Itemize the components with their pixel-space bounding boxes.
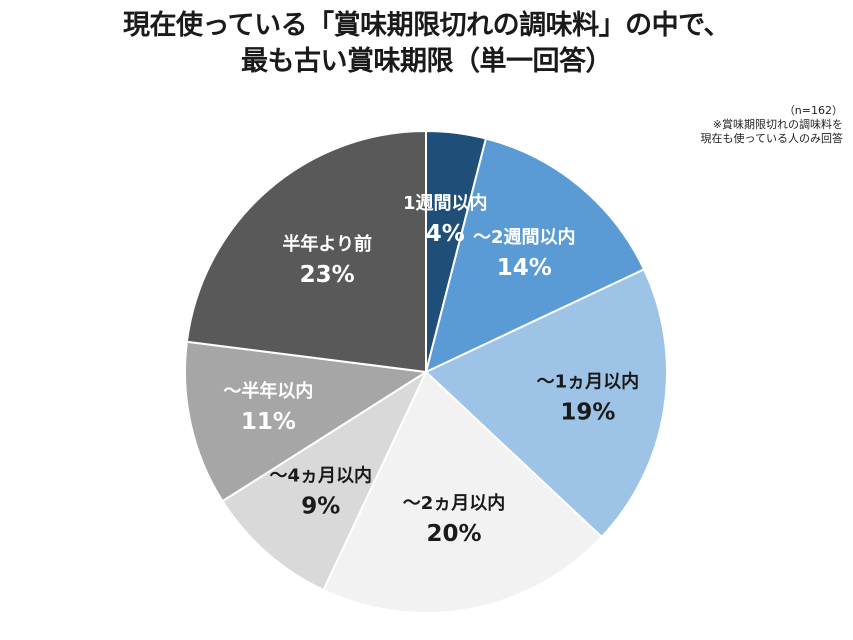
sample-size: （n=162）	[783, 104, 843, 117]
chart-title: 現在使っている「賞味期限切れの調味料」の中で、 最も古い賞味期限（単一回答）	[0, 8, 853, 80]
note-line1: ※賞味期限切れの調味料を	[712, 118, 843, 131]
slice-value-label-1: 4%	[426, 221, 465, 247]
pie-slice-2	[424, 137, 646, 374]
chart-title-line1: 現在使っている「賞味期限切れの調味料」の中で、	[122, 10, 731, 41]
pie-slice-7	[185, 129, 427, 374]
slice-category-label-5: ～4ヵ月以内	[270, 464, 373, 486]
pie-slices	[184, 129, 668, 614]
pie-slice-3	[424, 268, 668, 539]
sample-note: （n=162） ※賞味期限切れの調味料を 現在も使っている人のみ回答	[701, 104, 843, 146]
slice-value-label-2: 14%	[497, 255, 552, 281]
slice-category-label-1: 1週間以内	[403, 192, 488, 214]
slice-value-label-5: 9%	[301, 493, 340, 519]
slice-value-label-3: 19%	[560, 400, 615, 426]
slice-value-label-6: 11%	[241, 409, 296, 435]
chart-title-line2: 最も古い賞味期限（単一回答）	[241, 46, 613, 77]
slice-category-label-4: ～2ヵ月以内	[403, 492, 506, 514]
slice-category-label-3: ～1ヵ月以内	[537, 371, 640, 393]
pie-slice-4	[322, 370, 604, 614]
slice-category-label-7: 半年より前	[282, 233, 372, 255]
slice-category-label-6: ～半年以内	[223, 380, 313, 402]
pie-slice-5	[221, 369, 429, 592]
slice-value-label-4: 20%	[426, 521, 481, 547]
pie-slice-6	[184, 340, 429, 503]
pie-labels: 1週間以内 4% ～2週間以内 14% ～1ヵ月以内 19% ～2ヵ月以内 20% ～4ヵ月以内…	[223, 192, 639, 547]
note-line2: 現在も使っている人のみ回答	[700, 132, 843, 145]
slice-value-label-7: 23%	[300, 262, 355, 288]
slice-category-label-2: ～2週間以内	[473, 226, 576, 248]
